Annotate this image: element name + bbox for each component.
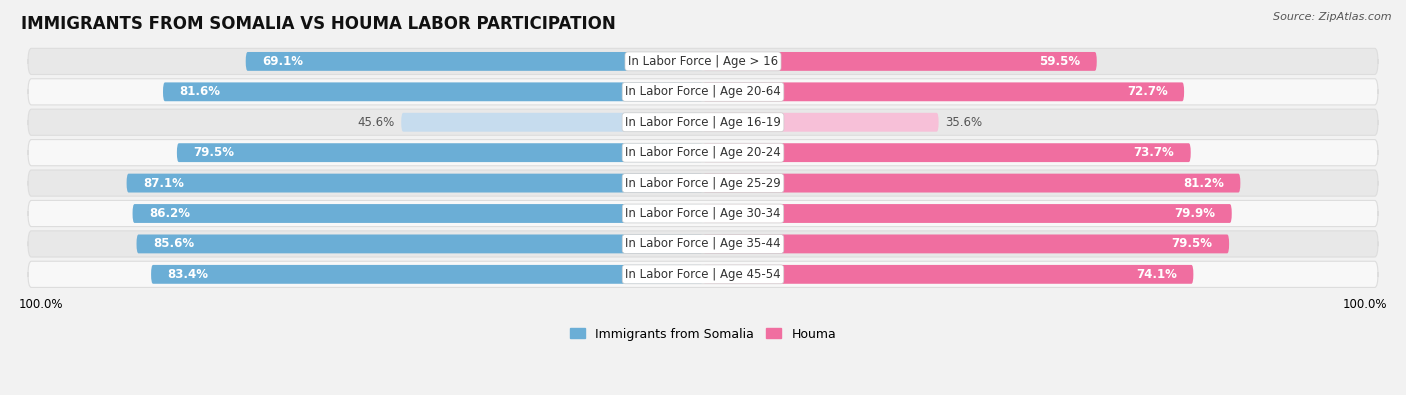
Text: Source: ZipAtlas.com: Source: ZipAtlas.com: [1274, 12, 1392, 22]
Text: 45.6%: 45.6%: [357, 116, 395, 129]
Text: In Labor Force | Age 30-34: In Labor Force | Age 30-34: [626, 207, 780, 220]
FancyBboxPatch shape: [127, 174, 703, 192]
FancyBboxPatch shape: [28, 109, 1378, 135]
FancyBboxPatch shape: [703, 235, 1229, 253]
Text: 69.1%: 69.1%: [263, 55, 304, 68]
Text: 79.5%: 79.5%: [194, 146, 235, 159]
Text: IMMIGRANTS FROM SOMALIA VS HOUMA LABOR PARTICIPATION: IMMIGRANTS FROM SOMALIA VS HOUMA LABOR P…: [21, 15, 616, 33]
Text: 72.7%: 72.7%: [1126, 85, 1167, 98]
Text: In Labor Force | Age > 16: In Labor Force | Age > 16: [628, 55, 778, 68]
FancyBboxPatch shape: [136, 235, 703, 253]
Text: 79.9%: 79.9%: [1174, 207, 1215, 220]
FancyBboxPatch shape: [28, 200, 1378, 227]
Text: In Labor Force | Age 20-64: In Labor Force | Age 20-64: [626, 85, 780, 98]
FancyBboxPatch shape: [703, 204, 1232, 223]
Legend: Immigrants from Somalia, Houma: Immigrants from Somalia, Houma: [565, 323, 841, 346]
FancyBboxPatch shape: [163, 83, 703, 101]
FancyBboxPatch shape: [28, 139, 1378, 166]
Text: 81.2%: 81.2%: [1182, 177, 1223, 190]
Text: 86.2%: 86.2%: [149, 207, 190, 220]
FancyBboxPatch shape: [28, 79, 1378, 105]
FancyBboxPatch shape: [246, 52, 703, 71]
Text: In Labor Force | Age 25-29: In Labor Force | Age 25-29: [626, 177, 780, 190]
Text: 81.6%: 81.6%: [180, 85, 221, 98]
Text: In Labor Force | Age 45-54: In Labor Force | Age 45-54: [626, 268, 780, 281]
FancyBboxPatch shape: [703, 143, 1191, 162]
FancyBboxPatch shape: [28, 48, 1378, 75]
Text: 35.6%: 35.6%: [945, 116, 983, 129]
Text: In Labor Force | Age 20-24: In Labor Force | Age 20-24: [626, 146, 780, 159]
Text: 85.6%: 85.6%: [153, 237, 194, 250]
Text: In Labor Force | Age 16-19: In Labor Force | Age 16-19: [626, 116, 780, 129]
Text: 87.1%: 87.1%: [143, 177, 184, 190]
FancyBboxPatch shape: [401, 113, 703, 132]
FancyBboxPatch shape: [703, 174, 1240, 192]
Text: 73.7%: 73.7%: [1133, 146, 1174, 159]
FancyBboxPatch shape: [703, 52, 1097, 71]
Text: 59.5%: 59.5%: [1039, 55, 1080, 68]
Text: In Labor Force | Age 35-44: In Labor Force | Age 35-44: [626, 237, 780, 250]
FancyBboxPatch shape: [703, 113, 939, 132]
FancyBboxPatch shape: [28, 231, 1378, 257]
FancyBboxPatch shape: [703, 83, 1184, 101]
FancyBboxPatch shape: [28, 261, 1378, 288]
Text: 79.5%: 79.5%: [1171, 237, 1212, 250]
FancyBboxPatch shape: [132, 204, 703, 223]
FancyBboxPatch shape: [177, 143, 703, 162]
Text: 83.4%: 83.4%: [167, 268, 208, 281]
FancyBboxPatch shape: [703, 265, 1194, 284]
FancyBboxPatch shape: [150, 265, 703, 284]
Text: 74.1%: 74.1%: [1136, 268, 1177, 281]
FancyBboxPatch shape: [28, 170, 1378, 196]
